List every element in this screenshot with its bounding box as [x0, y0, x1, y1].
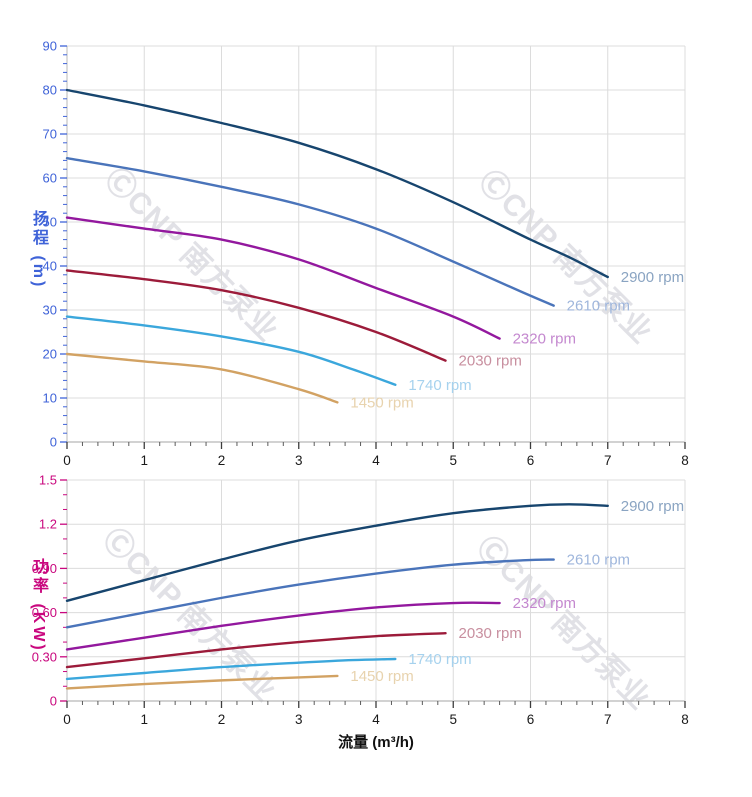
y-axis-tick-label: 20 [43, 347, 57, 362]
x-axis-tick-label: 7 [604, 453, 612, 468]
series-label-2610-rpm: 2610 rpm [567, 552, 630, 569]
head-chart-svg: 0 10 20 30 40 50 60 70 80 90 0 1 2 3 4 5 6 7 8 2900 rpm 2610… [43, 39, 689, 469]
y-axis-tick-label: 80 [43, 83, 57, 98]
series-curve-2030-rpm [65, 269, 447, 362]
x-axis-title: 流量 (m³/h) [338, 734, 414, 751]
x-axis-tick-label: 7 [604, 712, 612, 727]
y-axis-tick-label: 0 [50, 435, 57, 450]
x-axis-tick-label: 1 [140, 712, 148, 727]
series-curve-2900-rpm [65, 503, 609, 603]
x-axis-tick-label: 2 [218, 712, 226, 727]
series-label-2610-rpm: 2610 rpm [567, 298, 630, 315]
x-axis-tick-label: 8 [681, 712, 689, 727]
series-label-2900-rpm: 2900 rpm [621, 498, 684, 515]
y-axis-tick-label: 30 [43, 303, 57, 318]
series-curve-2610-rpm [65, 558, 555, 629]
y-axis-tick-label: 10 [43, 391, 57, 406]
power-y-axis-title: 功率 (KW) [30, 558, 47, 653]
series-label-2030-rpm: 2030 rpm [459, 353, 522, 370]
x-axis-tick-label: 8 [681, 453, 689, 468]
series-label-2900-rpm: 2900 rpm [621, 269, 684, 286]
series-curve-2320-rpm [65, 216, 501, 340]
x-axis-tick-label: 5 [449, 712, 457, 727]
y-axis-tick-label: 1.5 [39, 473, 57, 488]
series-label-1740-rpm: 1740 rpm [408, 651, 471, 668]
y-axis-tick-label: 50 [43, 215, 57, 230]
series-label-2320-rpm: 2320 rpm [513, 595, 576, 612]
series-curve-2900-rpm [65, 88, 609, 279]
head-y-axis-title: 扬程 (m) [30, 210, 47, 290]
series-curve-2610-rpm [65, 157, 555, 307]
x-axis-tick-label: 0 [63, 453, 71, 468]
power-chart-svg: 0 0.30 0.60 0.90 1.2 1.5 0 1 2 3 4 5 6 7 8 2900 rpm 2610… [32, 473, 689, 728]
series-label-1740-rpm: 1740 rpm [408, 377, 471, 394]
x-axis-tick-label: 2 [218, 453, 226, 468]
series-curve-2030-rpm [65, 632, 447, 669]
x-axis-tick-label: 5 [449, 453, 457, 468]
x-axis-tick-label: 3 [295, 453, 303, 468]
y-axis-tick-label: 0.90 [32, 561, 57, 576]
x-axis-tick-label: 0 [63, 712, 71, 727]
x-axis-tick-label: 6 [527, 712, 535, 727]
x-axis-tick-label: 1 [140, 453, 148, 468]
series-label-1450-rpm: 1450 rpm [350, 394, 413, 411]
x-axis-tick-label: 4 [372, 712, 380, 727]
y-axis-tick-label: 70 [43, 127, 57, 142]
x-axis-tick-label: 4 [372, 453, 380, 468]
y-axis-tick-label: 90 [43, 39, 57, 54]
y-axis-tick-label: 0 [50, 694, 57, 709]
series-curve-1450-rpm [65, 674, 339, 690]
x-axis-tick-label: 3 [295, 712, 303, 727]
series-curve-1450-rpm [65, 352, 339, 404]
y-axis-tick-label: 0.60 [32, 605, 57, 620]
series-curve-2320-rpm [65, 601, 501, 651]
y-axis-tick-label: 40 [43, 259, 57, 274]
y-axis-tick-label: 0.30 [32, 649, 57, 664]
y-axis-tick-label: 60 [43, 171, 57, 186]
series-label-1450-rpm: 1450 rpm [350, 668, 413, 685]
series-curve-1740-rpm [65, 657, 397, 681]
series-label-2320-rpm: 2320 rpm [513, 331, 576, 348]
y-axis-tick-label: 1.2 [39, 517, 57, 532]
series-curve-1740-rpm [65, 315, 397, 386]
x-axis-tick-label: 6 [527, 453, 535, 468]
series-label-2030-rpm: 2030 rpm [459, 625, 522, 642]
